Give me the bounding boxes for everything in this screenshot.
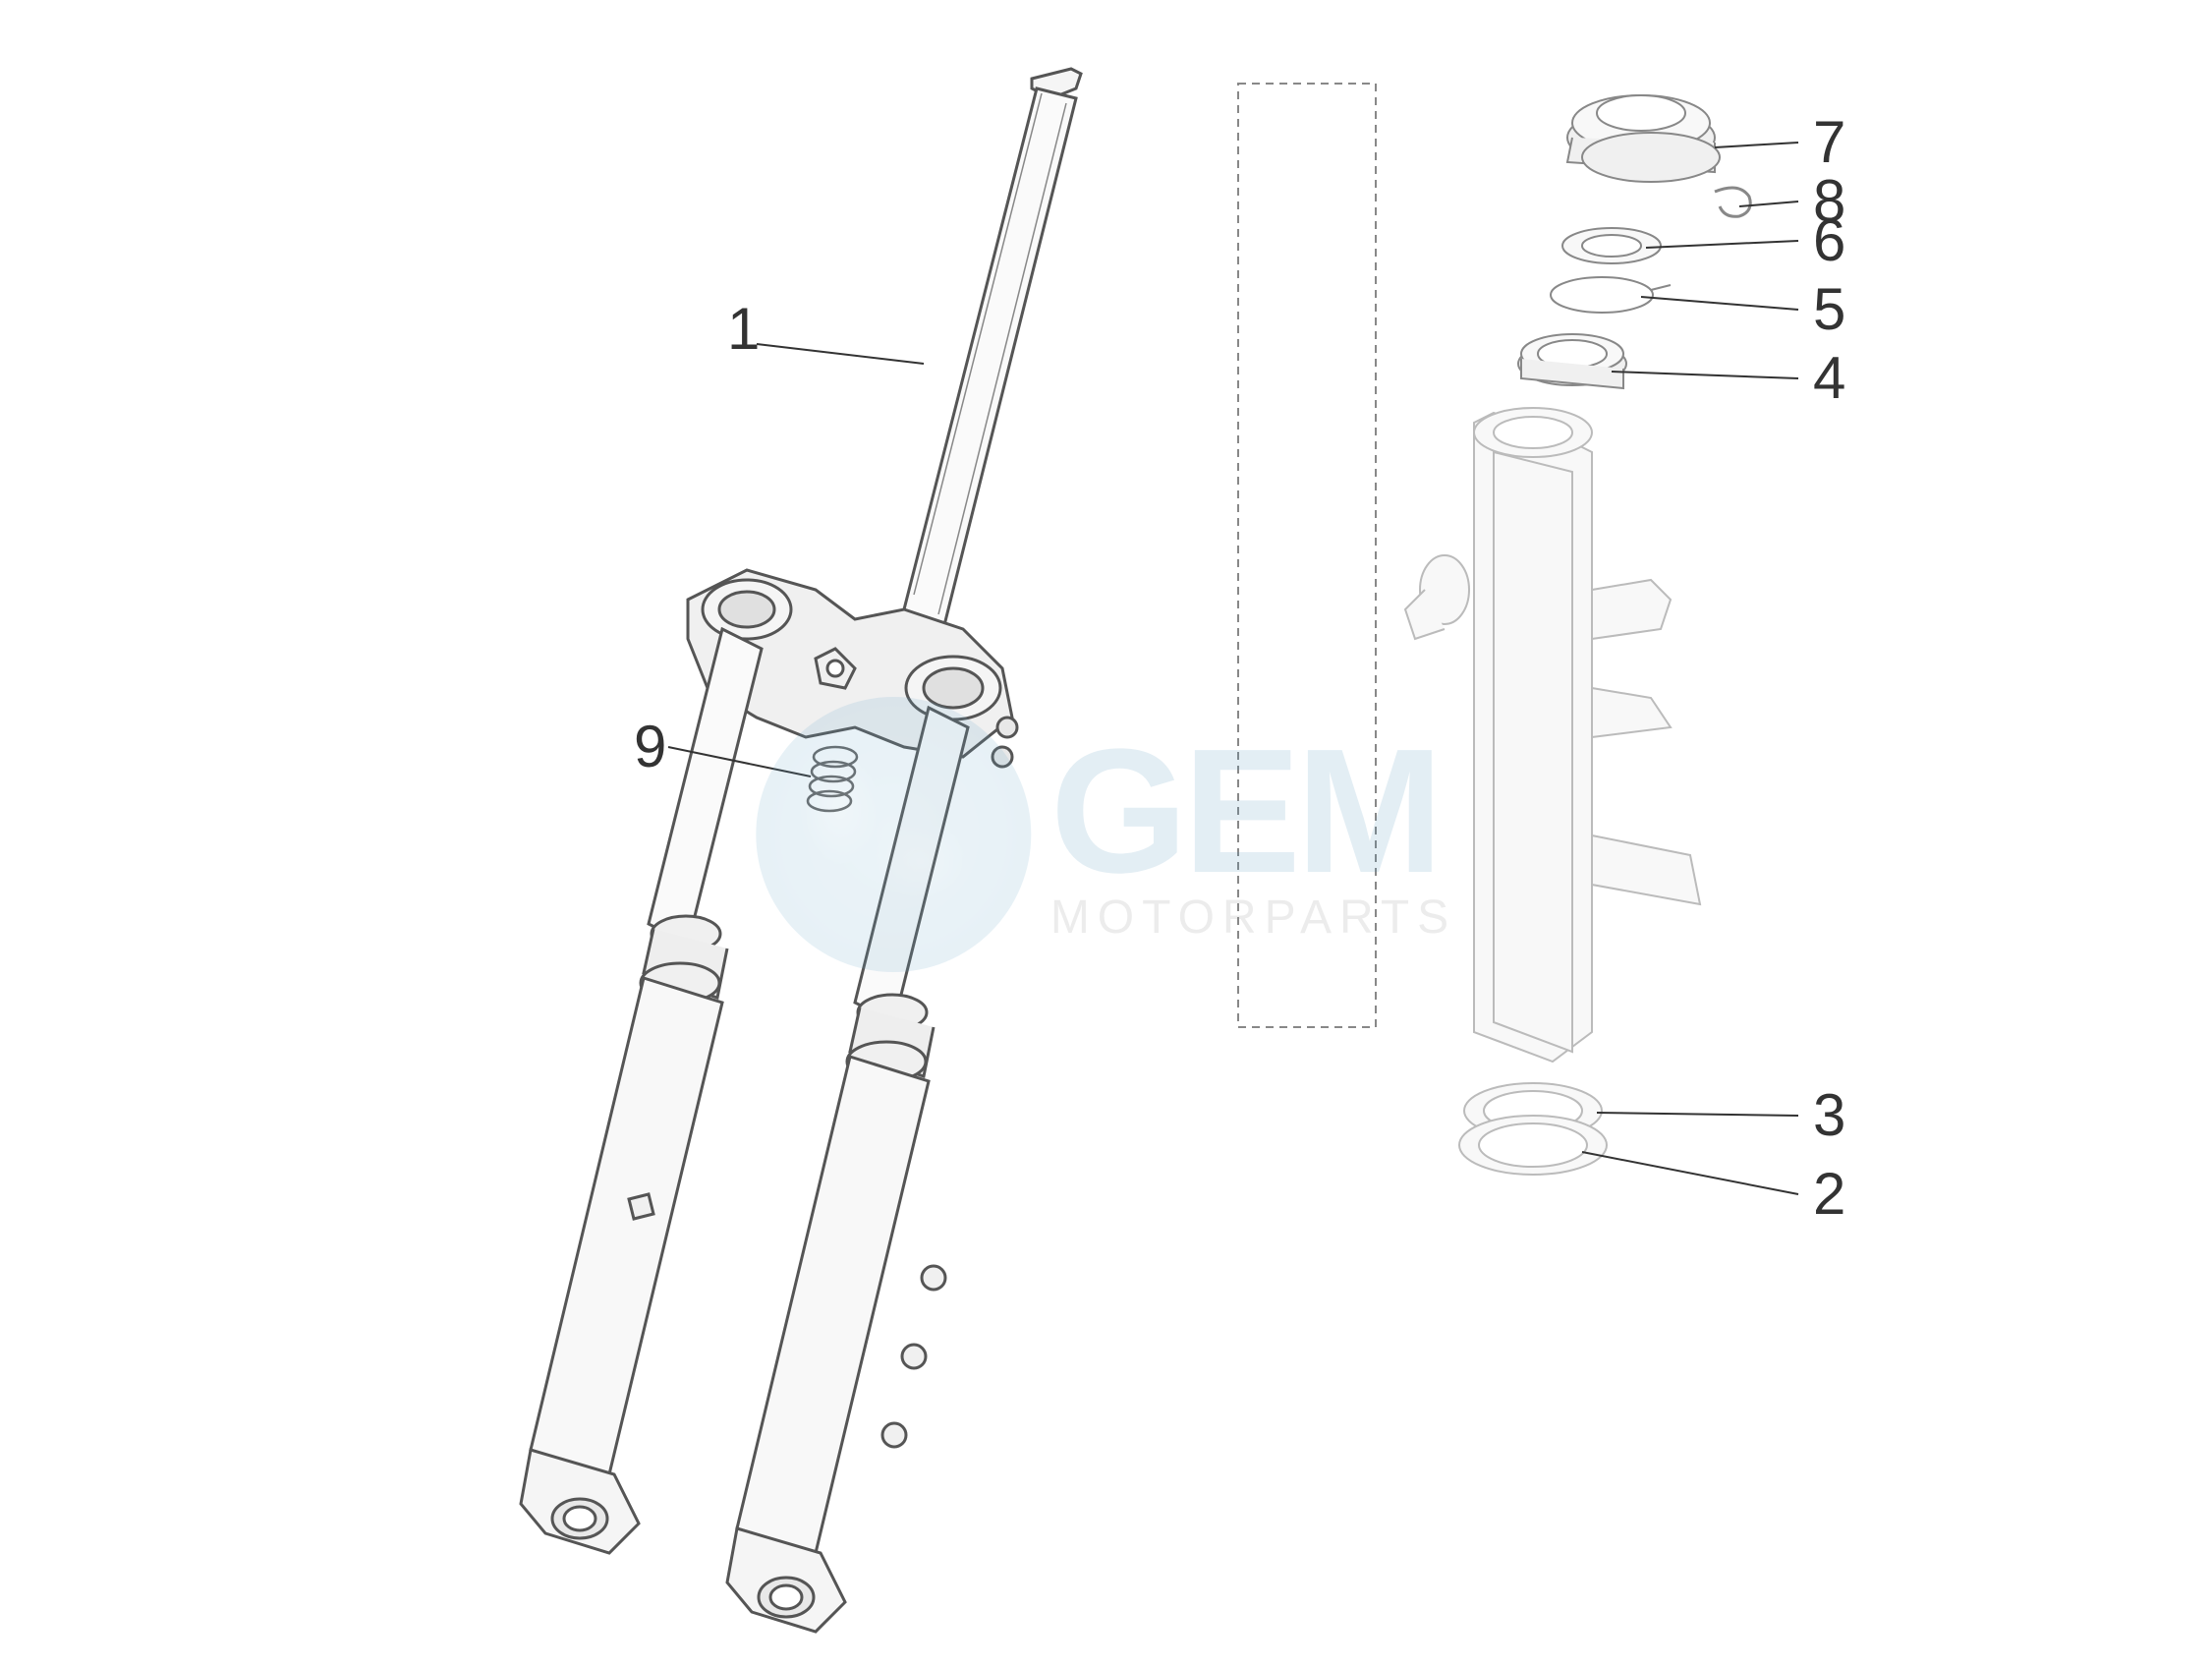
- reference-box: [1238, 84, 1376, 1027]
- callout-5: 5: [1813, 275, 1845, 343]
- callout-8: 8: [1813, 167, 1845, 235]
- callout-9: 9: [634, 713, 666, 780]
- parts-diagram: GEM MOTORPARTS 1 2 3 4 5 6 7 8 9: [0, 0, 2212, 1668]
- spring-component: [808, 747, 857, 811]
- callout-4: 4: [1813, 344, 1845, 412]
- callout-7: 7: [1813, 108, 1845, 176]
- diagram-svg: [0, 0, 2212, 1668]
- steering-tube-assembly: [1405, 408, 1700, 1175]
- callout-1: 1: [727, 295, 760, 363]
- callout-2: 2: [1813, 1160, 1845, 1228]
- callout-3: 3: [1813, 1081, 1845, 1149]
- front-fork-assembly: [521, 69, 1081, 1632]
- top-parts: [1518, 95, 1750, 388]
